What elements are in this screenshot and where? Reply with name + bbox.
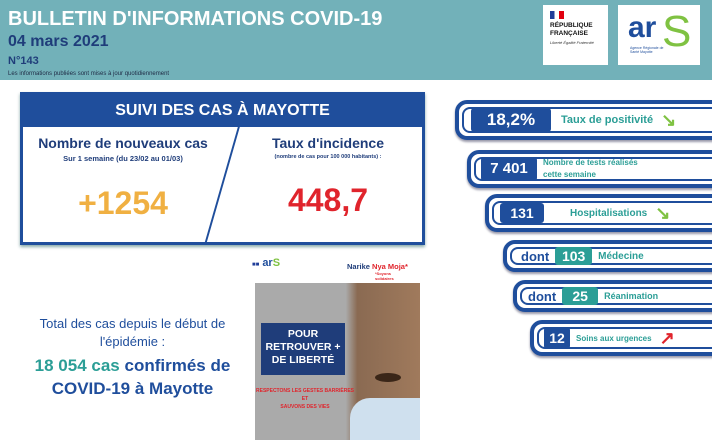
hospitalisations-value: 131 [500, 203, 544, 223]
rf-motto: Liberté Égalité Fraternité [550, 40, 594, 45]
ars-logo: ar S Agence Régionale de Santé Mayotte [618, 5, 700, 65]
indicator-urgences: 12 Soins aux urgences ↗ [530, 320, 712, 356]
poster-line2: ET [301, 396, 309, 402]
urgences-value: 12 [544, 327, 570, 349]
reanimation-value: 25 [562, 287, 599, 305]
dont-label: dont [528, 288, 557, 304]
total-intro: Total des cas depuis le début de l'épidé… [39, 316, 226, 349]
eye-image [375, 373, 401, 382]
ars-logo-s: S [662, 7, 692, 56]
indicator-medecine: dont 103 Médecine [503, 240, 712, 272]
poster-line3: SAUVONS DES VIES [280, 404, 330, 410]
suivi-title: SUIVI DES CAS À MAYOTTE [23, 95, 422, 127]
trend-up-icon: ↗ [659, 327, 675, 348]
incidence: Taux d'incidence (nombre de cas pour 100… [233, 135, 423, 219]
trend-down-icon: ↘ [661, 109, 677, 130]
prevention-poster: POUR RETROUVER + DE LIBERTÉ RESPECTONS L… [255, 283, 420, 440]
indicator-positivity: 18,2% Taux de positivité ↘ [455, 100, 712, 140]
bulletin-date: 04 mars 2021 [8, 33, 109, 50]
indicator-hospitalisations: 131 Hospitalisations ↘ [485, 194, 712, 232]
brand-red: Nya Moja* [372, 262, 408, 271]
ars-logo-text: ar [628, 11, 657, 44]
new-cases-period: Sur 1 semaine (du 23/02 au 01/03) [63, 154, 183, 163]
rf-logo-text: RÉPUBLIQUE FRANÇAISE [550, 22, 593, 37]
flag-icon [550, 11, 564, 19]
incidence-label: Taux d'incidence [272, 135, 384, 151]
republique-francaise-logo: RÉPUBLIQUE FRANÇAISE Liberté Égalité Fra… [543, 5, 608, 65]
tests-value: 7 401 [481, 157, 537, 181]
new-cases: Nombre de nouveaux cas Sur 1 semaine (du… [28, 135, 218, 222]
total-text-2: COVID-19 à Mayotte [51, 379, 214, 398]
narike-nya-moja: Narike Nya Moja* *Soyons solidaires [347, 262, 408, 281]
poster-line1: RESPECTONS LES GESTES BARRIÈRES [256, 388, 354, 394]
incidence-value: 448,7 [287, 182, 369, 218]
poster-logos: ■■ arS [252, 257, 280, 269]
poster-message: RESPECTONS LES GESTES BARRIÈRES ET SAUVONS… [255, 387, 355, 411]
urgences-label: Soins aux urgences [576, 333, 652, 343]
dont-label: dont [521, 248, 550, 264]
hospitalisations-label: Hospitalisations [570, 207, 648, 219]
ars-sub: Agence Régionale de Santé Mayotte [630, 46, 664, 54]
brand-sub: *Soyons solidaires [375, 271, 394, 281]
total-count: 18 054 cas [34, 356, 120, 375]
total-cases: Total des cas depuis le début de l'épidé… [20, 315, 245, 400]
bulletin-number: N°143 [8, 55, 39, 67]
positivity-value: 18,2% [471, 108, 551, 132]
medecine-value: 103 [555, 247, 593, 265]
tests-label: Nombre de tests réalisés cette semaine [543, 158, 638, 179]
indicator-reanimation: dont 25 Réanimation [513, 280, 712, 312]
update-note: Les informations publiées sont mises à j… [8, 71, 170, 77]
indicator-tests: 7 401 Nombre de tests réalisés cette sem… [467, 150, 712, 188]
positivity-label: Taux de positivité [561, 114, 654, 126]
reanimation-label: Réanimation [604, 291, 659, 301]
brand-text: Narike [347, 262, 370, 271]
suivi-panel: SUIVI DES CAS À MAYOTTE Nombre de nouvea… [20, 92, 425, 245]
medecine-label: Médecine [598, 250, 644, 262]
trend-down-icon: ↘ [655, 202, 671, 223]
total-text: confirmés de [124, 356, 231, 375]
ars-mini-logo: arS [262, 257, 281, 269]
bulletin-title: BULLETIN D'INFORMATIONS COVID-19 [8, 8, 383, 30]
new-cases-value: +1254 [78, 185, 168, 221]
incidence-sub: (nombre de cas pour 100 000 habitants) : [274, 154, 382, 160]
rf-mini-logo: ■■ [252, 262, 260, 268]
new-cases-label: Nombre de nouveaux cas [38, 135, 208, 151]
mask-image [350, 398, 420, 440]
header-banner: BULLETIN D'INFORMATIONS COVID-19 04 mars… [0, 0, 712, 80]
poster-headline: POUR RETROUVER + DE LIBERTÉ [261, 323, 345, 375]
